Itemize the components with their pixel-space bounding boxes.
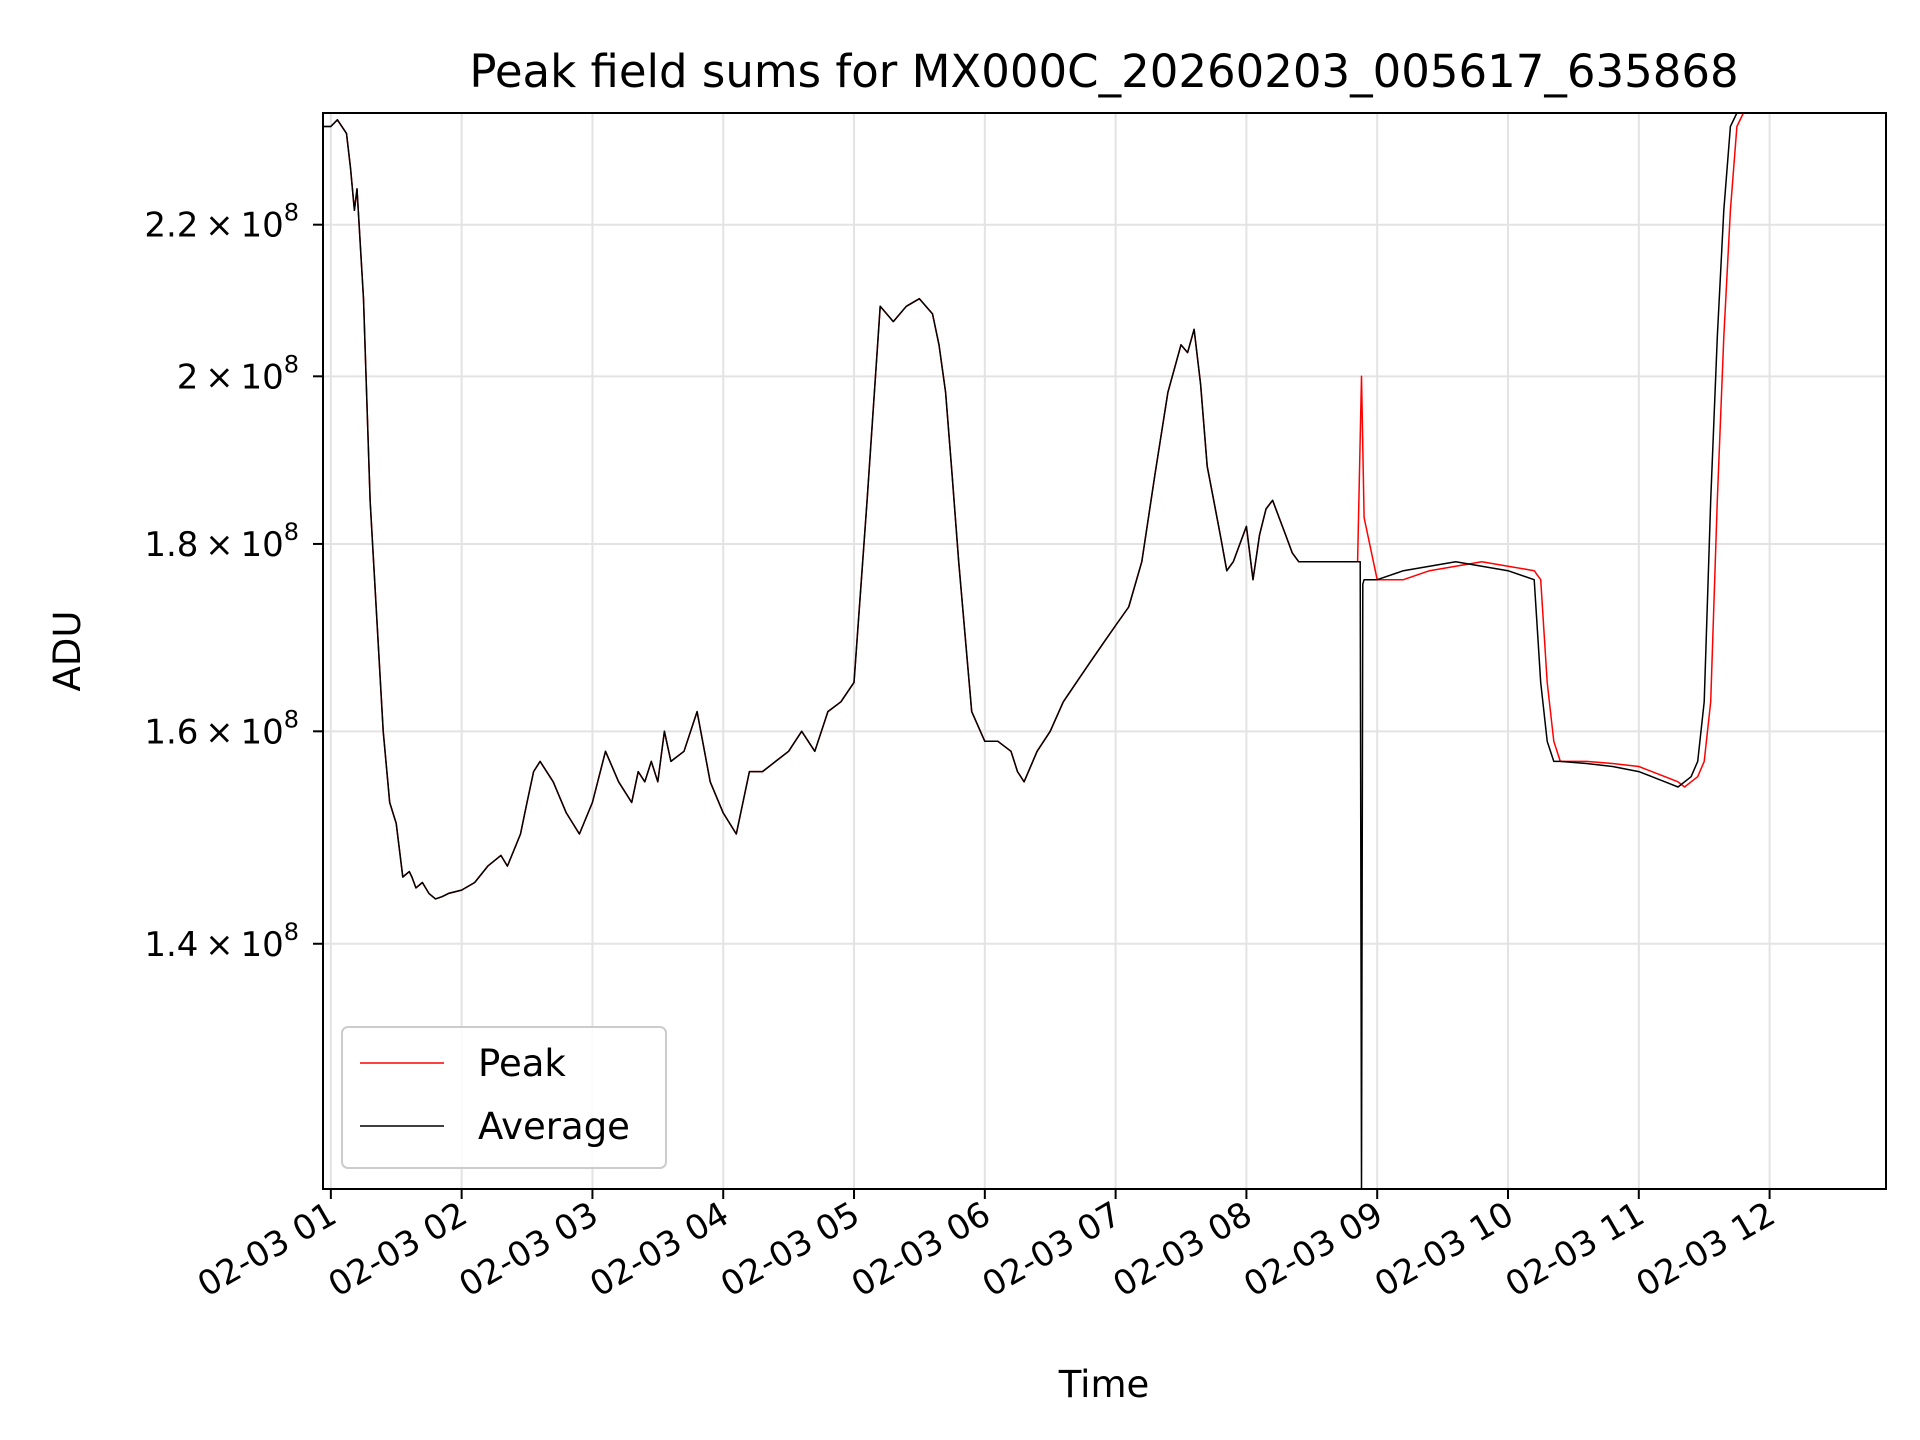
grid [323, 113, 1886, 1189]
chart-title: Peak field sums for MX000C_20260203_0056… [469, 45, 1738, 98]
plot-lines [323, 112, 1757, 1190]
y-tick-label: 1.6 × 108 [144, 705, 299, 752]
plot-frame [322, 112, 1887, 1190]
legend: Peak Average [341, 1026, 667, 1169]
x-axis-label: Time [1058, 1363, 1150, 1406]
legend-label-peak: Peak [478, 1042, 566, 1085]
y-tick-label: 1.8 × 108 [144, 518, 299, 565]
y-axis-label: ADU [46, 611, 89, 692]
y-axis: 1.4 × 108 1.6 × 108 1.8 × 108 2 × 108 2.2 × … [144, 199, 323, 965]
series-line-average [323, 112, 1757, 1190]
y-tick-label: 2.2 × 108 [144, 199, 299, 246]
legend-label-average: Average [478, 1105, 630, 1148]
y-tick-label: 2 × 108 [177, 350, 299, 397]
y-tick-label: 1.4 × 108 [144, 918, 299, 965]
